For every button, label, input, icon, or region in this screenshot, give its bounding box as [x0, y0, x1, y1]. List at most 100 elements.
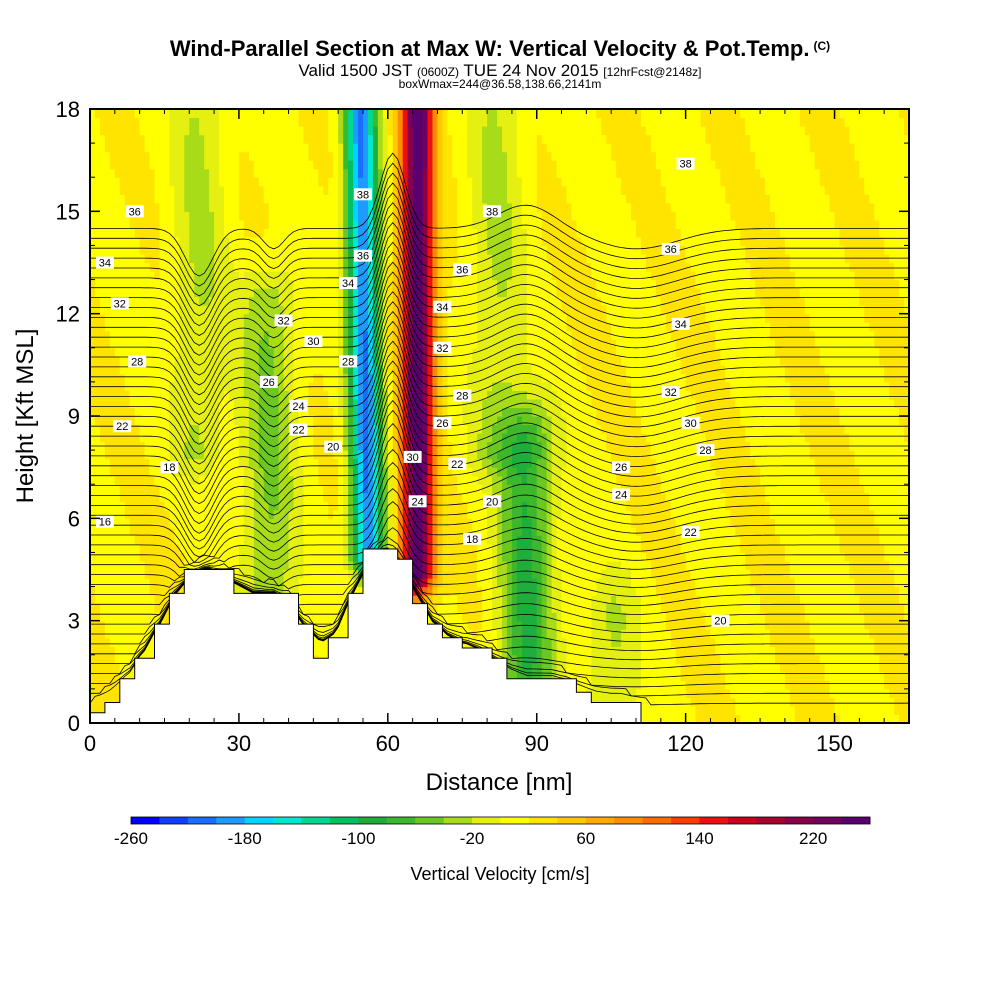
w-cell [233, 586, 240, 596]
w-cell [154, 271, 161, 281]
w-cell [323, 330, 329, 340]
w-cell [427, 143, 434, 153]
w-cell [184, 458, 190, 468]
w-cell [124, 492, 131, 502]
w-cell [348, 185, 354, 195]
w-cell [323, 177, 329, 187]
w-cell [412, 458, 419, 468]
w-cell [129, 475, 136, 485]
w-cell [358, 126, 364, 136]
w-cell [318, 407, 324, 417]
w-cell [253, 484, 260, 494]
w-cell [323, 416, 329, 426]
w-cell [328, 202, 334, 212]
w-cell [253, 441, 260, 451]
w-cell [109, 143, 116, 153]
w-cell [184, 560, 190, 571]
w-cell [94, 646, 101, 656]
w-cell [243, 330, 250, 340]
w-cell [164, 586, 171, 596]
w-cell [243, 185, 250, 195]
w-cell [422, 305, 429, 315]
w-cell [90, 109, 96, 119]
w-cell [392, 305, 399, 315]
w-cell [99, 288, 106, 298]
w-cell [422, 509, 429, 519]
w-cell [104, 219, 111, 229]
w-cell [313, 501, 319, 511]
w-cell [288, 552, 295, 562]
w-cell [184, 467, 190, 477]
w-cell [109, 552, 116, 562]
w-cell [159, 322, 166, 332]
w-cell [134, 109, 141, 119]
w-cell [174, 526, 180, 536]
w-cell [94, 578, 101, 588]
w-cell [288, 245, 295, 255]
w-cell [367, 390, 374, 400]
w-cell [179, 288, 185, 298]
w-cell [159, 305, 166, 315]
w-cell [392, 509, 399, 519]
w-cell [119, 535, 126, 545]
w-cell [318, 578, 324, 588]
w-cell [124, 177, 131, 187]
w-cell [328, 228, 334, 238]
w-cell [243, 441, 250, 451]
w-cell [248, 236, 255, 247]
w-cell [323, 492, 329, 502]
w-cell [124, 117, 131, 127]
w-cell [407, 390, 414, 400]
w-cell [184, 552, 190, 562]
w-cell [154, 202, 161, 212]
w-cell [402, 398, 409, 409]
w-cell [367, 117, 374, 127]
w-cell [358, 381, 364, 392]
w-cell [214, 509, 220, 519]
w-cell [328, 271, 334, 281]
w-cell [238, 390, 245, 400]
w-cell [308, 194, 314, 204]
w-cell [159, 518, 166, 528]
w-cell [353, 271, 359, 281]
w-cell [387, 484, 394, 494]
w-cell [219, 117, 225, 127]
w-cell [194, 364, 200, 374]
w-cell [392, 347, 399, 357]
w-cell [169, 475, 175, 485]
w-cell [293, 296, 300, 306]
w-cell [233, 484, 240, 494]
w-cell [243, 475, 250, 485]
w-cell [318, 356, 324, 366]
w-cell [169, 450, 175, 460]
w-cell [427, 296, 434, 306]
w-cell [308, 236, 314, 247]
w-cell [233, 185, 240, 195]
w-cell [338, 262, 344, 272]
w-cell [377, 262, 384, 272]
w-cell [248, 467, 255, 477]
w-cell [228, 518, 235, 528]
w-cell [228, 433, 235, 443]
w-cell [184, 518, 190, 528]
w-cell [124, 151, 131, 161]
w-cell [90, 177, 96, 187]
w-cell [258, 390, 265, 400]
w-cell [129, 526, 136, 536]
w-cell [199, 288, 205, 298]
w-cell [104, 143, 111, 153]
w-cell [104, 654, 111, 664]
w-cell [293, 168, 300, 178]
w-cell [427, 603, 434, 613]
w-cell [184, 211, 190, 221]
w-cell [427, 424, 434, 434]
w-cell [268, 177, 275, 187]
w-cell [194, 126, 200, 136]
w-cell [209, 117, 215, 127]
w-cell [253, 424, 260, 434]
w-cell [214, 211, 220, 221]
w-cell [248, 373, 255, 383]
w-cell [422, 552, 429, 562]
w-cell [149, 595, 156, 605]
w-cell [179, 194, 185, 204]
